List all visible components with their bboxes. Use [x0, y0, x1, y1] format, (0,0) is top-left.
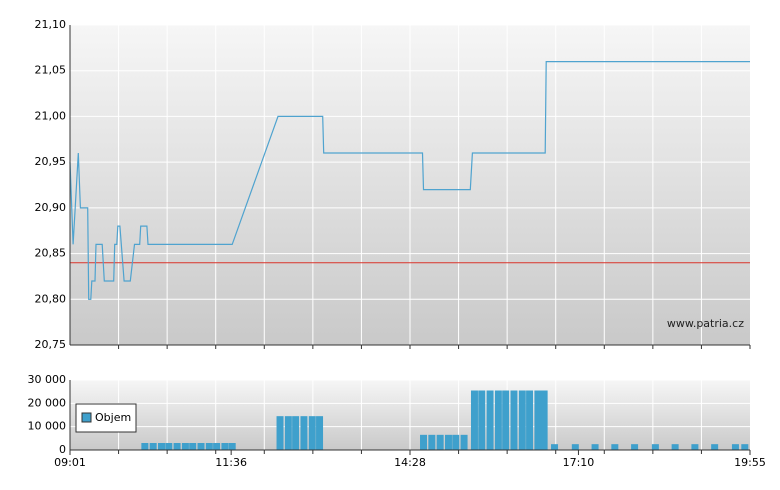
volume-bar [284, 416, 292, 450]
volume-bar [452, 434, 460, 450]
x-tick-label: 14:28 [394, 456, 426, 469]
volume-bar [741, 444, 749, 450]
volume-bar [221, 443, 229, 450]
volume-bar [470, 390, 478, 450]
volume-bar [197, 443, 205, 450]
volume-bar [276, 416, 284, 450]
volume-bar [711, 444, 719, 450]
volume-bar [300, 416, 308, 450]
volume-bar [731, 444, 739, 450]
y-tick-label: 20,95 [35, 155, 67, 168]
volume-bar [189, 443, 197, 450]
x-tick-label: 09:01 [54, 456, 86, 469]
volume-bar [228, 443, 236, 450]
volume-bar [478, 390, 486, 450]
volume-bar [213, 443, 221, 450]
watermark: www.patria.cz [667, 317, 744, 330]
volume-bar [526, 390, 534, 450]
y-tick-label: 21,00 [35, 109, 67, 122]
volume-bar [436, 434, 444, 450]
legend-box [75, 403, 137, 433]
y-tick-label: 20,80 [35, 292, 67, 305]
volume-bar [611, 444, 619, 450]
volume-bar [444, 434, 452, 450]
volume-bar [510, 390, 518, 450]
volume-bar [205, 443, 213, 450]
y-tick-label: 30 000 [28, 373, 67, 386]
y-tick-label: 21,10 [35, 18, 67, 31]
volume-bar [571, 444, 579, 450]
volume-bar [518, 390, 526, 450]
y-tick-label: 20,85 [35, 247, 67, 260]
volume-bar [428, 434, 436, 450]
y-tick-label: 20,90 [35, 201, 67, 214]
volume-bar [173, 443, 181, 450]
y-tick-label: 10 000 [28, 420, 67, 433]
volume-bar [149, 443, 157, 450]
volume-bar [460, 434, 468, 450]
volume-bar [181, 443, 189, 450]
volume-bar [292, 416, 300, 450]
volume-bar [165, 443, 173, 450]
volume-bar [540, 390, 548, 450]
volume-bar [534, 390, 542, 450]
x-tick-label: 19:55 [734, 456, 766, 469]
volume-bar [486, 390, 494, 450]
volume-bar [671, 444, 679, 450]
volume-bar [502, 390, 510, 450]
x-tick-label: 11:36 [215, 456, 247, 469]
y-tick-label: 21,05 [35, 64, 67, 77]
volume-bar [551, 444, 559, 450]
volume-bar [651, 444, 659, 450]
volume-bar [141, 443, 149, 450]
y-tick-label: 0 [59, 443, 66, 456]
x-tick-label: 17:10 [563, 456, 595, 469]
volume-bar [691, 444, 699, 450]
volume-bar [591, 444, 599, 450]
y-tick-label: 20,75 [35, 338, 67, 351]
price-line [69, 60, 750, 300]
legend-label: Objem [95, 411, 131, 424]
volume-bar [631, 444, 639, 450]
volume-bar [316, 416, 324, 450]
volume-bar [494, 390, 502, 450]
volume-bar [420, 434, 428, 450]
volume-bar [157, 443, 165, 450]
volume-bar [308, 416, 316, 450]
legend-swatch [81, 412, 92, 423]
y-tick-label: 20 000 [28, 396, 67, 409]
